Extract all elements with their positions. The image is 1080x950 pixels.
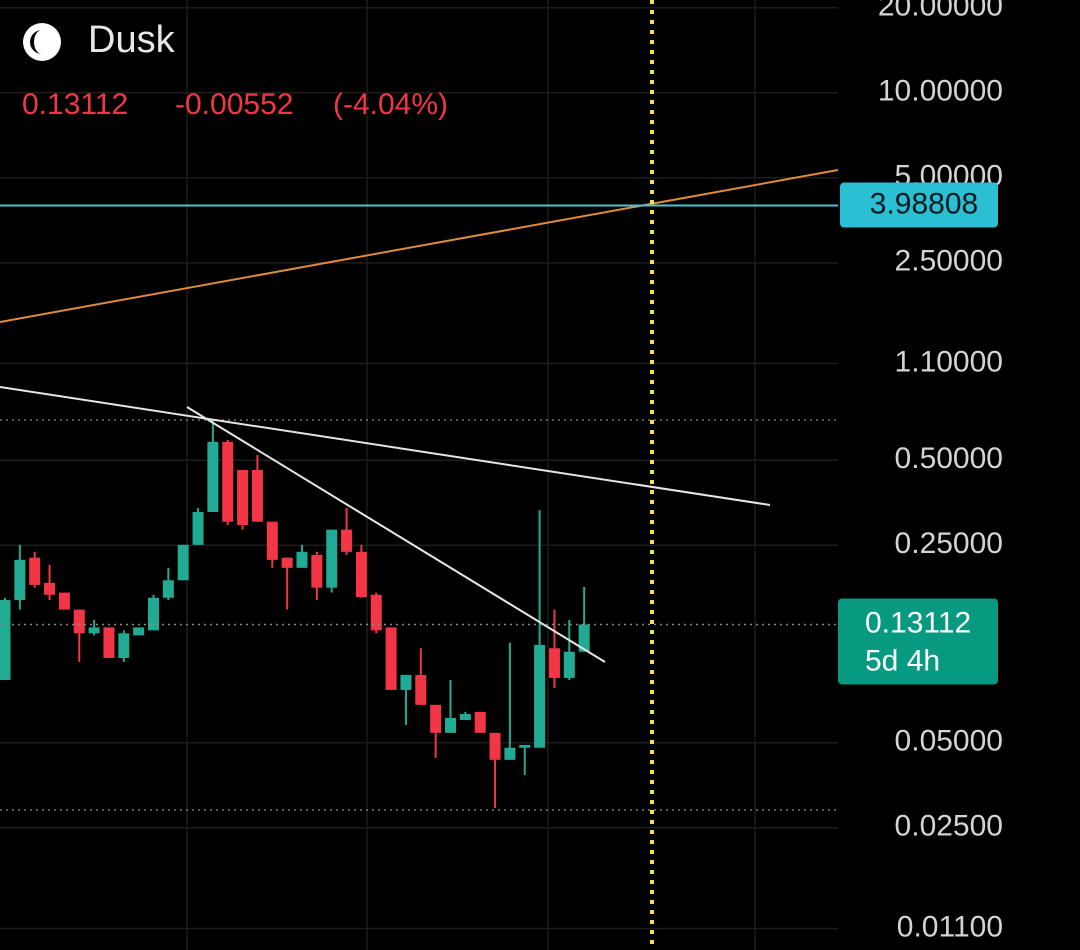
candle-body <box>578 624 590 652</box>
candle-body <box>133 627 145 636</box>
candle-body <box>148 597 159 631</box>
candle-body <box>400 674 412 690</box>
candle-body <box>0 600 11 680</box>
y-tick-label: 20.00000 <box>878 0 1003 23</box>
candle-body <box>474 711 486 733</box>
candle-body <box>29 557 41 585</box>
logo-mark <box>30 30 42 54</box>
candle-body <box>385 627 397 690</box>
candle-body <box>73 609 85 634</box>
header: Dusk 0.13112 -0.00552 (-4.04%) <box>22 19 448 121</box>
candle-body <box>489 732 501 760</box>
trend-line <box>0 169 839 323</box>
candle-body <box>162 580 174 598</box>
y-tick-label: 0.25000 <box>895 527 1003 560</box>
price-change: -0.00552 <box>175 88 293 121</box>
candle-body <box>222 441 234 522</box>
candle-body <box>341 529 353 552</box>
y-tick-label: 0.01100 <box>897 910 1003 943</box>
candle-body <box>296 551 308 568</box>
candle-body <box>459 713 471 720</box>
vertical-grid <box>186 0 756 950</box>
candle-body <box>103 627 115 658</box>
candle-body <box>14 559 26 601</box>
candle-body <box>355 551 367 598</box>
candle-body <box>251 469 263 522</box>
candle-body <box>118 633 130 658</box>
trend-line <box>0 386 771 506</box>
candle-body <box>281 557 293 568</box>
candle-body <box>563 651 575 678</box>
candle-body <box>58 592 70 610</box>
candle-body <box>192 511 204 545</box>
y-tick-label: 10.00000 <box>878 75 1003 108</box>
candle-body <box>548 648 560 678</box>
candles <box>0 419 590 808</box>
candle-body <box>326 529 338 588</box>
overlay: 20.0000010.000005.000002.500001.100000.5… <box>0 0 1003 943</box>
y-tick-label: 0.50000 <box>895 442 1003 475</box>
y-tick-label: 0.05000 <box>895 725 1003 758</box>
y-tick-label: 2.50000 <box>895 245 1003 278</box>
candle-body <box>370 594 382 631</box>
price-line-tag <box>840 182 998 228</box>
y-tick-label: 0.02500 <box>895 810 1003 843</box>
candle-body <box>430 704 442 733</box>
candle-body <box>415 674 427 705</box>
candle-body <box>237 469 249 525</box>
last-price-tag-label: 0.13112 <box>865 606 971 639</box>
candle-body <box>177 544 189 581</box>
candle-body <box>207 441 219 512</box>
last-price-tag <box>838 598 998 685</box>
candle-body <box>44 582 56 595</box>
price-line-label: 3.98808 <box>870 187 978 220</box>
countdown-label: 5d 4h <box>865 644 940 677</box>
candle-body <box>266 521 278 560</box>
logo <box>23 23 61 61</box>
trend-line <box>186 406 606 663</box>
horizontal-grid <box>0 6 838 930</box>
candle-body <box>445 717 456 733</box>
candle-body <box>504 747 516 760</box>
candle-body <box>88 627 100 634</box>
y-tick-label: 1.10000 <box>895 345 1003 378</box>
symbol-title: Dusk <box>88 19 176 61</box>
candle-body <box>519 744 531 748</box>
last-price: 0.13112 <box>22 88 128 121</box>
candle-body <box>534 644 546 748</box>
candle-body <box>311 554 323 588</box>
price-change-percent: (-4.04%) <box>333 88 448 121</box>
